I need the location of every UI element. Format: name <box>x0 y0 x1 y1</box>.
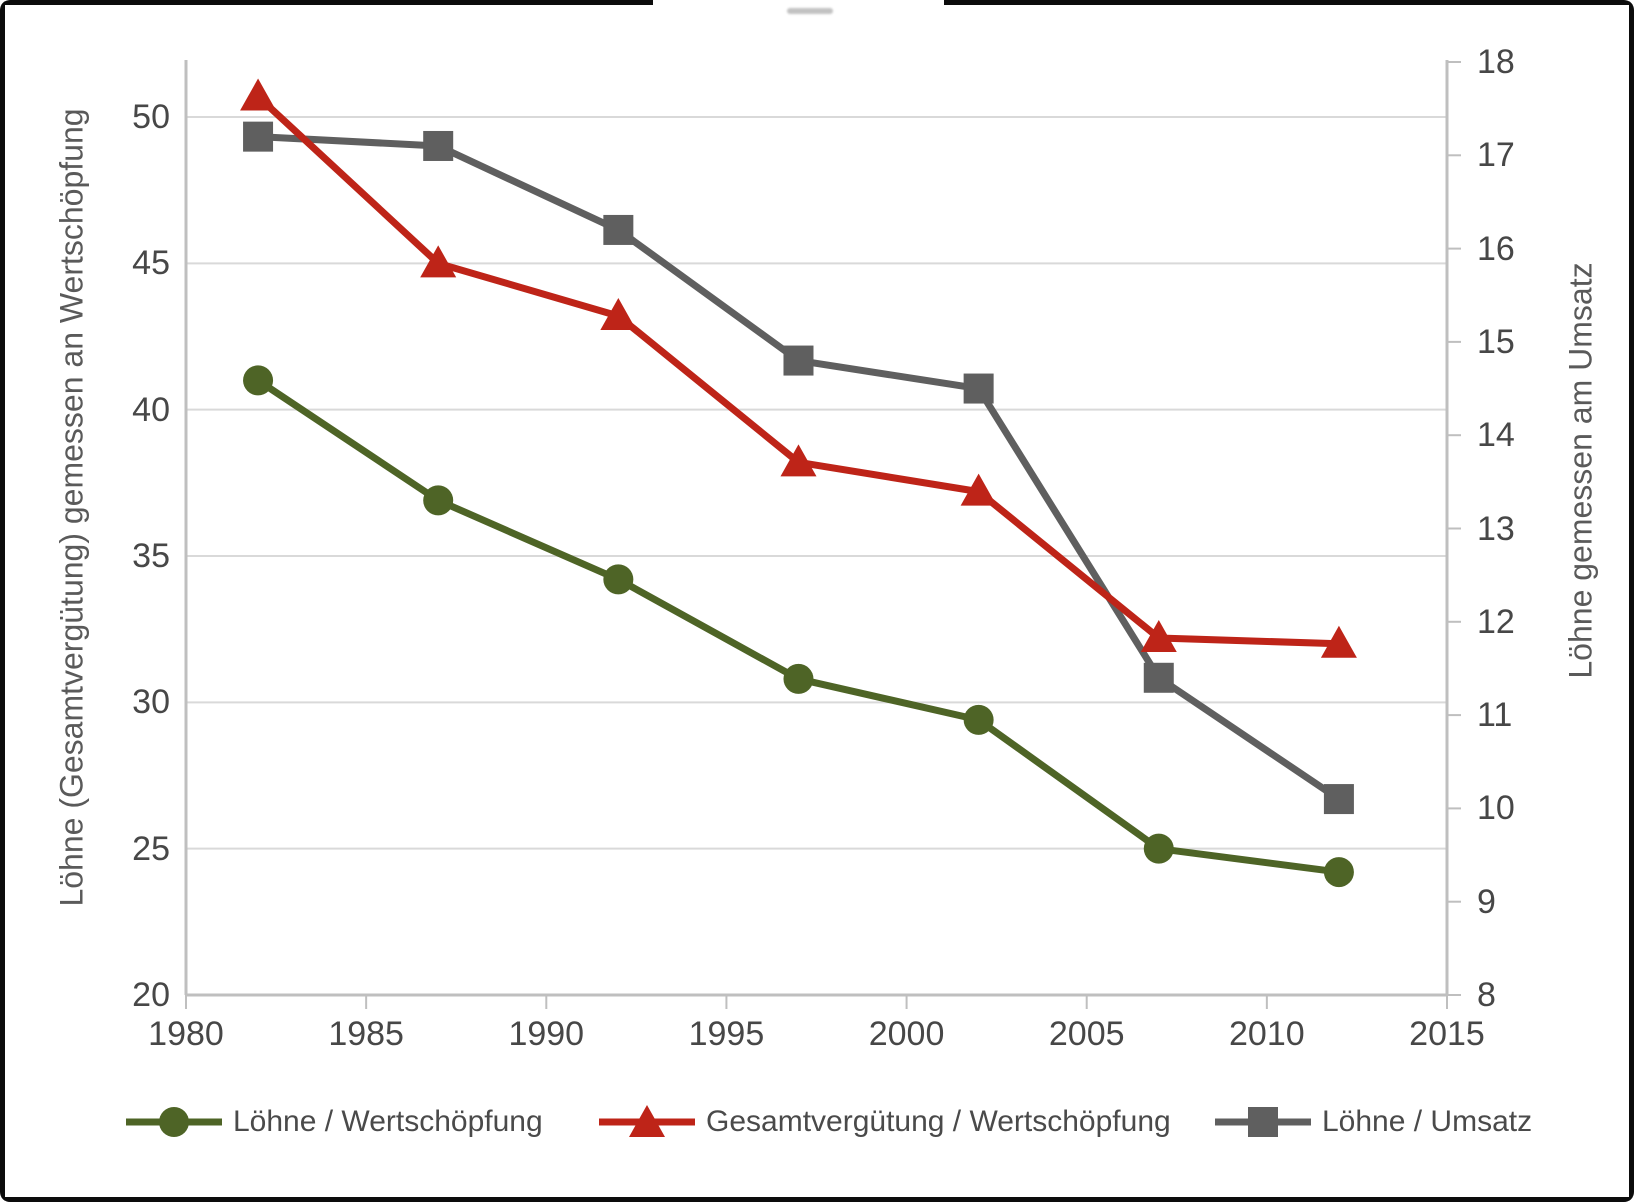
x-axis-tick-label: 2010 <box>1229 1015 1305 1053</box>
legend-label: Löhne / Wertschöpfung <box>233 1105 543 1138</box>
triangle-series-marker-icon <box>599 1105 695 1137</box>
circle-marker <box>963 704 994 735</box>
triangle-marker <box>780 444 817 477</box>
left-axis-tick-label: 20 <box>132 976 170 1014</box>
left-axis-title: Löhne (Gesamtvergütung) gemessen an Wert… <box>53 108 90 907</box>
circle-marker <box>603 564 634 595</box>
triangle-marker <box>420 245 457 278</box>
x-axis-tick-label: 1995 <box>688 1015 765 1053</box>
square-series-marker-icon <box>1215 1107 1311 1137</box>
left-axis-tick-label: 50 <box>132 98 170 136</box>
legend-item-loehne-wertschoepfung: Löhne / Wertschöpfung <box>126 1098 543 1146</box>
x-axis-tick-label: 1990 <box>508 1015 585 1053</box>
circle-marker <box>783 663 814 694</box>
x-axis-tick-label: 2000 <box>868 1015 945 1053</box>
right-axis-tick-label: 13 <box>1477 509 1515 548</box>
circle-marker <box>1143 833 1174 864</box>
square-marker <box>423 130 454 161</box>
border-artifact <box>787 8 833 14</box>
triangle-marker <box>240 78 277 111</box>
x-axis-tick-label: 2005 <box>1048 1015 1125 1053</box>
left-axis-tick-label: 25 <box>132 829 170 868</box>
x-axis-tick-label: 1980 <box>148 1015 224 1053</box>
square-marker <box>1323 784 1354 815</box>
square-marker <box>1143 662 1174 693</box>
legend-item-gesamtverguetung-wertschoepfung: Gesamtvergütung / Wertschöpfung <box>599 1098 1171 1146</box>
triangle-marker <box>600 298 637 331</box>
legend-item-loehne-umsatz: Löhne / Umsatz <box>1215 1098 1532 1146</box>
right-axis-tick-label: 17 <box>1477 136 1515 175</box>
right-axis-tick-label: 18 <box>1477 43 1515 81</box>
legend-label: Gesamtvergütung / Wertschöpfung <box>706 1105 1171 1138</box>
square-marker <box>783 345 814 376</box>
left-axis-tick-label: 35 <box>132 537 170 575</box>
right-axis-tick-label: 12 <box>1477 602 1515 641</box>
right-axis-tick-label: 15 <box>1477 322 1515 361</box>
circle-marker <box>243 365 274 396</box>
circle-marker <box>1323 857 1354 888</box>
triangle-marker <box>1320 625 1357 658</box>
right-axis-tick-label: 10 <box>1477 789 1515 828</box>
triangle-marker <box>1140 619 1177 652</box>
left-axis-tick-label: 30 <box>132 683 170 722</box>
square-marker <box>963 373 994 404</box>
frame-border <box>0 0 5 1202</box>
right-axis-tick-label: 11 <box>1477 696 1513 735</box>
x-axis-tick-label: 2015 <box>1409 1015 1485 1053</box>
circle-series-marker-icon <box>126 1107 222 1137</box>
x-axis-tick-label: 1985 <box>328 1015 404 1053</box>
triangle-marker <box>960 473 997 506</box>
frame-border <box>0 0 653 5</box>
circle-marker <box>423 485 454 516</box>
frame-border <box>0 1197 1634 1202</box>
left-axis-tick-label: 40 <box>132 390 170 429</box>
legend-label: Löhne / Umsatz <box>1322 1105 1533 1138</box>
square-marker <box>603 214 634 245</box>
right-axis-title: Löhne gemessen am Umsatz <box>1562 262 1599 679</box>
right-axis-tick-label: 9 <box>1477 882 1496 921</box>
frame-border <box>944 0 1634 5</box>
square-marker <box>243 121 274 152</box>
right-axis-tick-label: 14 <box>1477 416 1515 455</box>
right-axis-tick-label: 16 <box>1477 229 1515 268</box>
right-axis-tick-label: 8 <box>1477 976 1496 1014</box>
frame-border <box>1629 0 1634 1202</box>
left-axis-tick-label: 45 <box>132 244 170 283</box>
